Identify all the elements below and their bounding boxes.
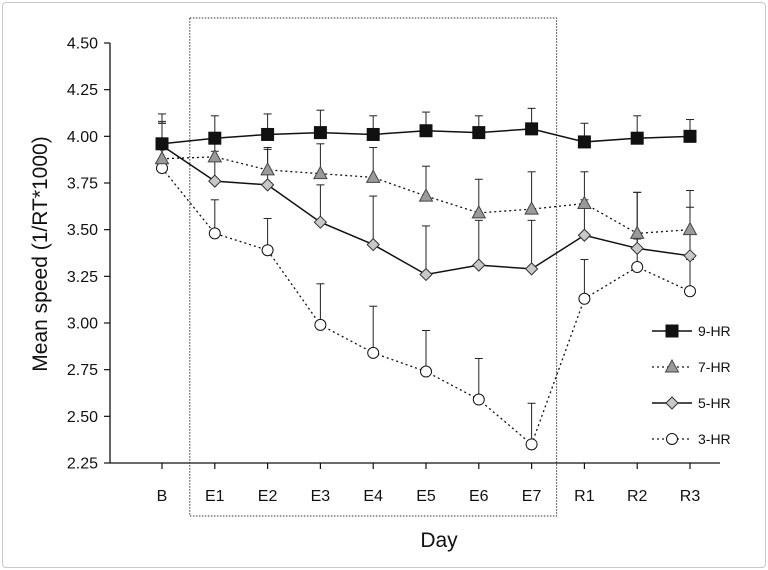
data-point-9-hr bbox=[208, 131, 222, 145]
x-tick-label: R1 bbox=[574, 488, 595, 505]
legend-marker-7-hr bbox=[664, 358, 680, 373]
y-tick-label: 2.50 bbox=[67, 409, 98, 426]
y-tick-label: 3.50 bbox=[67, 222, 98, 239]
data-point-5-hr bbox=[683, 249, 697, 263]
data-point-7-hr bbox=[524, 201, 539, 215]
data-point-9-hr bbox=[577, 135, 591, 149]
legend-label-9-hr: 9-HR bbox=[698, 323, 731, 339]
data-point-5-hr bbox=[472, 258, 486, 272]
data-point-9-hr bbox=[630, 131, 644, 145]
data-point-5-hr bbox=[366, 237, 380, 252]
x-tick-label: E1 bbox=[205, 488, 225, 505]
data-point-5-hr bbox=[260, 178, 275, 192]
data-point-7-hr bbox=[207, 148, 223, 163]
data-point-3-hr bbox=[472, 393, 485, 406]
y-tick-label: 4.25 bbox=[67, 82, 98, 99]
y-axis-title: Mean speed (1/RT*1000) bbox=[29, 136, 52, 371]
data-point-5-hr bbox=[577, 228, 592, 242]
data-point-5-hr bbox=[313, 215, 328, 229]
data-point-3-hr bbox=[261, 244, 274, 257]
series-line-3-hr bbox=[161, 167, 691, 446]
data-point-3-hr bbox=[631, 261, 644, 273]
y-tick-label: 3.75 bbox=[67, 176, 98, 193]
data-point-9-hr bbox=[472, 126, 486, 140]
x-tick-label: E3 bbox=[311, 488, 331, 505]
legend-marker-5-hr bbox=[665, 396, 679, 410]
data-point-5-hr bbox=[208, 174, 222, 188]
series-line-7-hr bbox=[161, 156, 691, 235]
x-tick-label: R2 bbox=[627, 488, 648, 505]
data-point-7-hr bbox=[577, 195, 592, 210]
data-point-9-hr bbox=[366, 127, 380, 141]
data-point-3-hr bbox=[208, 227, 221, 240]
legend-label-5-hr: 5-HR bbox=[698, 395, 731, 411]
y-tick-label: 2.25 bbox=[67, 456, 98, 473]
x-tick-label: E5 bbox=[416, 488, 436, 505]
data-point-9-hr bbox=[313, 126, 327, 140]
data-point-9-hr bbox=[419, 124, 433, 138]
data-point-7-hr bbox=[365, 169, 381, 183]
data-point-7-hr bbox=[629, 225, 645, 239]
data-point-3-hr bbox=[314, 318, 327, 331]
x-tick-label: E4 bbox=[363, 488, 383, 505]
data-point-3-hr bbox=[525, 438, 538, 451]
x-tick-label: E6 bbox=[469, 488, 489, 505]
data-point-5-hr bbox=[419, 267, 433, 282]
x-tick-label: R3 bbox=[680, 488, 701, 505]
data-point-9-hr bbox=[525, 122, 539, 136]
data-point-5-hr bbox=[524, 262, 539, 276]
data-point-3-hr bbox=[367, 346, 380, 359]
legend-marker-9-hr bbox=[665, 324, 679, 338]
data-point-7-hr bbox=[313, 165, 328, 180]
y-tick-label: 4.00 bbox=[67, 129, 98, 146]
experimental-period-box bbox=[189, 17, 558, 517]
y-tick-label: 3.25 bbox=[67, 269, 98, 286]
data-point-3-hr bbox=[578, 292, 591, 305]
data-point-7-hr bbox=[260, 161, 275, 176]
x-tick-label: E2 bbox=[258, 488, 278, 505]
y-tick-label: 2.75 bbox=[67, 362, 98, 379]
y-tick-label: 3.00 bbox=[67, 316, 98, 333]
data-point-7-hr bbox=[154, 150, 170, 165]
data-point-3-hr bbox=[420, 365, 432, 378]
data-point-9-hr bbox=[683, 129, 697, 143]
x-axis-title: Day bbox=[420, 529, 458, 552]
data-point-9-hr bbox=[261, 127, 275, 141]
data-point-7-hr bbox=[471, 204, 487, 219]
x-tick-label: E7 bbox=[522, 488, 542, 505]
data-point-3-hr bbox=[684, 285, 696, 298]
y-tick-label: 4.50 bbox=[67, 36, 98, 53]
legend-label-7-hr: 7-HR bbox=[698, 359, 731, 375]
data-point-7-hr bbox=[682, 221, 698, 236]
data-point-7-hr bbox=[418, 188, 434, 202]
data-point-5-hr bbox=[630, 241, 644, 256]
data-point-9-hr bbox=[155, 137, 169, 151]
legend-marker-3-hr bbox=[666, 433, 678, 445]
legend-label-3-hr: 3-HR bbox=[698, 431, 731, 447]
x-tick-label: B bbox=[157, 488, 168, 505]
